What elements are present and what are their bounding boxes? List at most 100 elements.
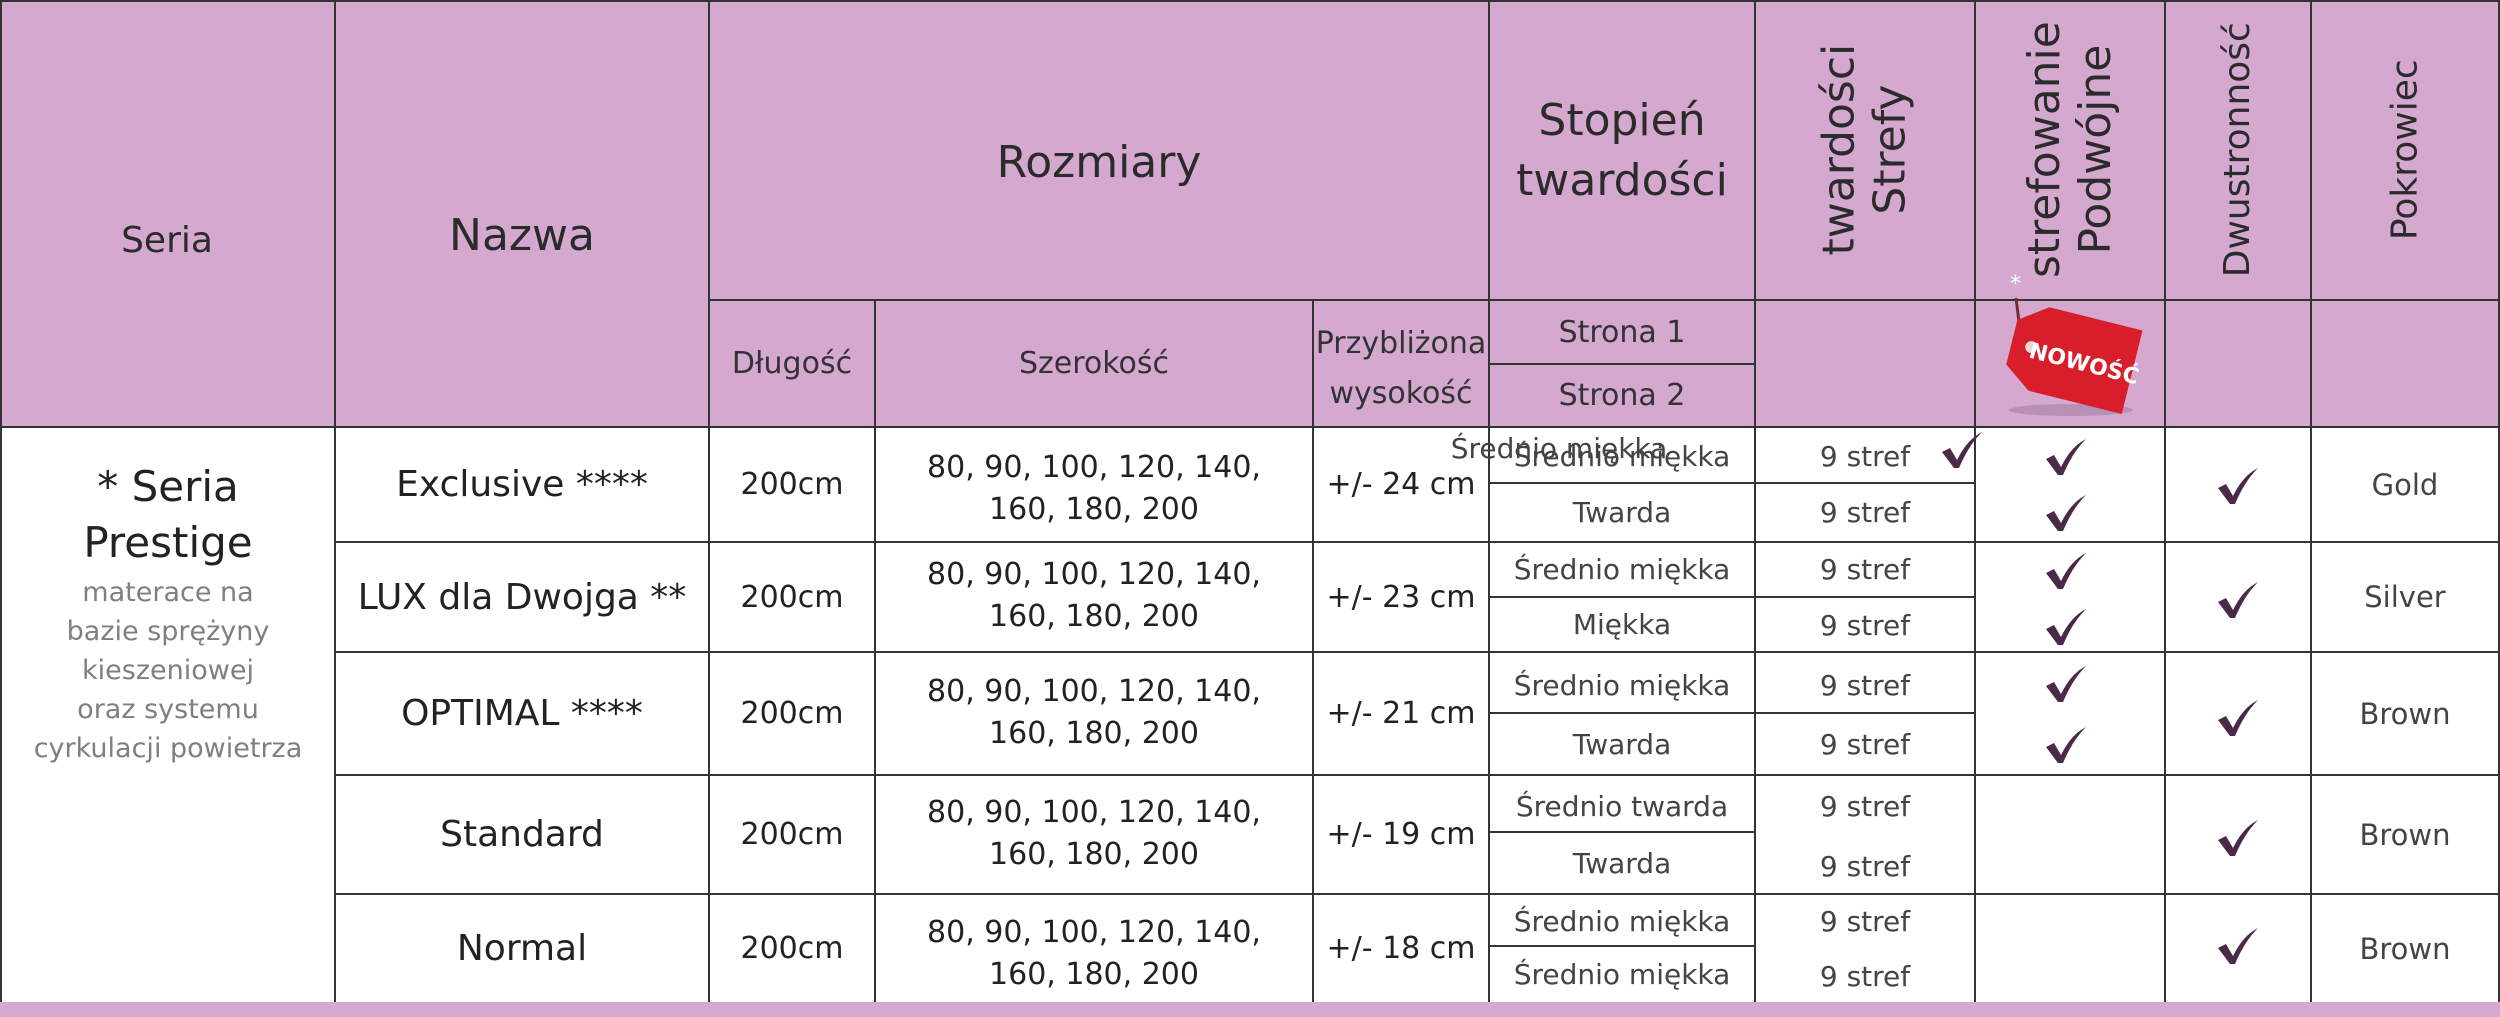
grid-line bbox=[334, 651, 2500, 653]
product-widths-line2: 160, 180, 200 bbox=[989, 598, 1199, 634]
header-nazwa: Nazwa bbox=[449, 209, 595, 261]
product-side2-firmness: Twarda bbox=[1572, 727, 1672, 761]
grid-line bbox=[334, 893, 2500, 895]
product-zones2: 9 stref bbox=[1819, 959, 1911, 993]
series-title-line1: * Seria bbox=[97, 461, 239, 511]
series-title-line2: Prestige bbox=[83, 517, 253, 567]
product-cover: Gold bbox=[2371, 467, 2439, 502]
series-desc-line3: kieszeniowej bbox=[82, 654, 254, 686]
product-widths-line1: 80, 90, 100, 120, 140, bbox=[927, 914, 1261, 950]
product-widths-line1: 80, 90, 100, 120, 140, bbox=[927, 556, 1261, 592]
product-widths-line1: 80, 90, 100, 120, 140, bbox=[927, 794, 1261, 830]
product-side2-firmness: Twarda bbox=[1572, 846, 1672, 880]
product-cover: Brown bbox=[2359, 817, 2451, 852]
product-widths-line2: 160, 180, 200 bbox=[989, 836, 1199, 872]
product-widths-line2: 160, 180, 200 bbox=[989, 715, 1199, 751]
header-dlugosc: Długość bbox=[731, 346, 853, 381]
product-side1-firmness: Średnio miękka bbox=[1513, 553, 1731, 586]
product-side2-firmness: Średnio miękka bbox=[1513, 958, 1731, 991]
product-cover: Brown bbox=[2359, 931, 2451, 966]
product-zones1: 9 stref bbox=[1819, 904, 1911, 938]
product-side2-firmness: Miękka bbox=[1572, 608, 1672, 641]
reversible-check-icon bbox=[2216, 580, 2260, 620]
header-strefy-line1: Strefy bbox=[1864, 84, 1915, 215]
product-side1-firmness: Średnio miękka bbox=[1513, 669, 1731, 702]
header-strefy: twardości Strefy bbox=[1756, 0, 1974, 299]
product-zones2: 9 stref bbox=[1819, 727, 1911, 761]
check-icon bbox=[1940, 430, 1984, 470]
header-stopien-line2: twardości bbox=[1516, 154, 1728, 206]
product-zones2: 9 stref bbox=[1819, 850, 1911, 883]
product-side1-firmness: Średnio twarda bbox=[1515, 790, 1729, 823]
grid-line bbox=[0, 0, 2500, 2]
new-badge-star: * bbox=[2010, 272, 2021, 297]
product-length: 200cm bbox=[740, 467, 844, 502]
grid-line bbox=[1754, 0, 1756, 1002]
header-seria: Seria bbox=[121, 219, 213, 261]
product-widths-line2: 160, 180, 200 bbox=[989, 956, 1199, 992]
reversible-check-icon bbox=[2216, 926, 2260, 966]
header-dwustronnosc: Dwustronność bbox=[2217, 21, 2259, 278]
product-side1-firmness: Średnio miękka bbox=[1513, 904, 1731, 938]
product-length: 200cm bbox=[740, 931, 844, 966]
reversible-check-icon bbox=[2216, 466, 2260, 506]
header-podwojne: strefowanie Podwójne bbox=[1976, 0, 2164, 299]
reversible-check-icon bbox=[2216, 698, 2260, 738]
grid-line bbox=[708, 299, 2500, 301]
grid-line bbox=[1488, 712, 1976, 714]
grid-line bbox=[2498, 0, 2500, 1002]
series-desc-line2: bazie sprężyny bbox=[66, 615, 270, 647]
product-cover: Brown bbox=[2359, 696, 2451, 731]
product-zones2: 9 stref bbox=[1819, 496, 1911, 529]
product-length: 200cm bbox=[740, 817, 844, 852]
product-side1-firmness: Średnio miękka bbox=[1513, 439, 1731, 473]
grid-line bbox=[0, 426, 2500, 428]
header-strefy-line2: twardości bbox=[1813, 43, 1865, 256]
header-szerokosc: Szerokość bbox=[1018, 346, 1170, 381]
product-height: +/- 23 cm bbox=[1326, 579, 1476, 615]
product-length: 200cm bbox=[740, 696, 844, 731]
product-height: +/- 21 cm bbox=[1326, 696, 1476, 731]
grid-line bbox=[2164, 0, 2166, 1002]
product-name: Standard bbox=[440, 814, 604, 855]
header-strona-1: Strona 1 bbox=[1558, 314, 1686, 350]
overlap-firmness-label: Średnio miękka bbox=[1450, 431, 1668, 465]
grid-line bbox=[1974, 0, 1976, 1002]
double-zoning-check-icon bbox=[2044, 725, 2088, 765]
product-zones1: 9 stref bbox=[1819, 669, 1911, 702]
grid-line bbox=[1488, 482, 1976, 484]
double-zoning-check-icon bbox=[2044, 607, 2088, 647]
series-desc-line1: materace na bbox=[82, 576, 254, 608]
grid-line bbox=[0, 0, 2, 1002]
header-rozmiary: Rozmiary bbox=[996, 137, 1202, 188]
grid-line bbox=[1488, 945, 1754, 947]
grid-line bbox=[334, 541, 2500, 543]
grid-line bbox=[1488, 831, 1754, 833]
product-name: Exclusive **** bbox=[396, 464, 648, 505]
grid-line bbox=[1488, 596, 1976, 598]
double-zoning-check-icon bbox=[2044, 664, 2088, 704]
product-cover: Silver bbox=[2364, 580, 2446, 614]
reversible-check-icon bbox=[2216, 818, 2260, 858]
series-desc-line4: oraz systemu bbox=[77, 693, 259, 725]
product-widths-line1: 80, 90, 100, 120, 140, bbox=[927, 449, 1261, 485]
grid-line bbox=[2310, 0, 2312, 1002]
new-badge: NOWOŚĆ * bbox=[1996, 272, 2146, 422]
grid-line bbox=[334, 774, 2500, 776]
product-height: +/- 24 cm bbox=[1326, 467, 1476, 502]
product-name: OPTIMAL **** bbox=[401, 693, 643, 734]
product-length: 200cm bbox=[740, 579, 844, 615]
product-zones1: 9 stref bbox=[1819, 790, 1911, 823]
grid-line bbox=[1488, 0, 1490, 1002]
header-pokrowiec: Pokrowiec bbox=[2384, 59, 2426, 240]
product-name: Normal bbox=[456, 928, 588, 969]
product-widths-line2: 160, 180, 200 bbox=[989, 491, 1199, 527]
header-podwojne-line2: strefowanie bbox=[2018, 21, 2070, 278]
product-widths-line1: 80, 90, 100, 120, 140, bbox=[927, 673, 1261, 709]
product-height: +/- 19 cm bbox=[1326, 817, 1476, 852]
product-zones2: 9 stref bbox=[1819, 609, 1911, 642]
header-wysokosc-line2: wysokość bbox=[1329, 375, 1473, 411]
product-height: +/- 18 cm bbox=[1326, 931, 1476, 966]
grid-line bbox=[708, 0, 710, 1002]
header-strona-2: Strona 2 bbox=[1558, 378, 1686, 413]
